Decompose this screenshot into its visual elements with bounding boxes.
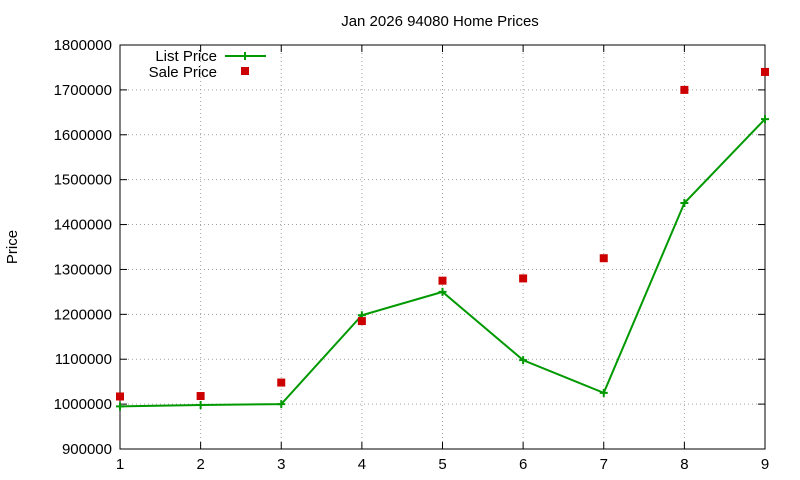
y-tick-label: 1600000: [54, 127, 112, 144]
list-price-point: [196, 401, 205, 410]
list-price-point: [277, 400, 286, 409]
x-tick-label: 1: [116, 456, 124, 473]
list-price-point: [438, 287, 447, 296]
y-tick-label: 1100000: [55, 351, 112, 368]
y-axis-label: Price: [4, 230, 21, 264]
axis-ticks: 900000 1000000 1100000 1200000 1300000 140000…: [54, 37, 770, 473]
list-price-point: [116, 402, 124, 411]
legend: List Price Sale Price: [149, 48, 266, 81]
grid-lines: [120, 45, 765, 449]
x-tick-label: 8: [680, 456, 688, 473]
legend-label-sale-price: Sale Price: [149, 64, 217, 81]
y-tick-label: 1200000: [54, 306, 112, 323]
sale-price-point: [519, 274, 528, 283]
legend-marker-sale-price: [241, 67, 249, 75]
y-tick-label: 1500000: [54, 172, 112, 189]
data-series: [116, 67, 769, 411]
list-price-point: [519, 356, 528, 365]
list-price-point: [680, 199, 689, 208]
list-price-point: [599, 388, 608, 397]
y-tick-label: 1800000: [54, 37, 112, 54]
x-tick-label: 9: [761, 456, 769, 473]
chart-title: Jan 2026 94080 Home Prices: [341, 13, 539, 30]
sale-price-point: [357, 317, 366, 326]
sale-price-point: [277, 378, 286, 387]
legend-marker-list-price: [241, 52, 249, 60]
x-tick-label: 4: [358, 456, 366, 473]
y-tick-label: 1300000: [54, 261, 112, 278]
sale-price-point: [680, 85, 689, 94]
legend-label-list-price: List Price: [155, 48, 217, 65]
y-tick-label: 1000000: [54, 396, 112, 413]
sale-price-point: [196, 392, 205, 401]
list-price-point: [761, 115, 769, 124]
sale-price-point: [599, 254, 608, 263]
sale-price-point: [761, 67, 769, 76]
sale-price-point: [438, 276, 447, 285]
y-tick-label: 1400000: [54, 217, 112, 234]
sale-price-point: [116, 392, 124, 401]
x-tick-label: 3: [277, 456, 285, 473]
x-tick-label: 7: [600, 456, 608, 473]
x-tick-label: 2: [196, 456, 204, 473]
series-line-list-price: [119, 118, 766, 408]
x-tick-label: 6: [519, 456, 527, 473]
y-tick-label: 1700000: [54, 82, 112, 99]
y-tick-label: 900000: [62, 441, 112, 458]
x-tick-label: 5: [438, 456, 446, 473]
